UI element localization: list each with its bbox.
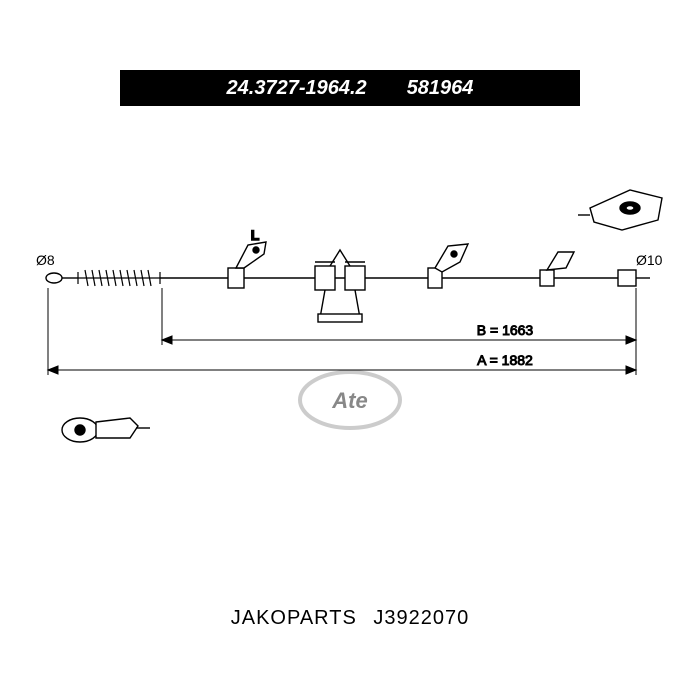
svg-text:L: L (251, 227, 260, 243)
diagram-svg: Ate Ø8 (30, 150, 670, 490)
svg-text:B = 1663: B = 1663 (477, 322, 534, 338)
bracket-4 (540, 252, 574, 286)
bracket-1: L (228, 227, 266, 288)
footer-brand: JAKOPARTS J3922070 (0, 607, 700, 630)
left-diameter-label: Ø8 (36, 252, 55, 268)
spring-section (78, 270, 160, 286)
cable-diagram: Ate Ø8 (30, 150, 670, 490)
detail-left-clevis (62, 418, 150, 442)
svg-text:Ate: Ate (331, 388, 367, 413)
bracket-3 (428, 244, 468, 288)
left-end-fitting (46, 273, 78, 283)
dimension-a: A = 1882 (48, 288, 636, 375)
watermark-logo: Ate (300, 372, 400, 428)
detail-right-bracket (578, 190, 662, 230)
brand-name: JAKOPARTS (231, 607, 357, 629)
bracket-2 (315, 250, 365, 322)
right-end-fitting (618, 270, 650, 286)
dimension-b: B = 1663 (162, 288, 636, 375)
right-diameter-label: Ø10 (636, 252, 663, 268)
svg-text:A = 1882: A = 1882 (477, 352, 533, 368)
header-bar: 24.3727-1964.2 581964 (120, 70, 580, 106)
header-partnum-2: 581964 (407, 77, 474, 100)
header-partnum-1: 24.3727-1964.2 (227, 77, 367, 100)
brand-partnum: J3922070 (373, 607, 469, 629)
